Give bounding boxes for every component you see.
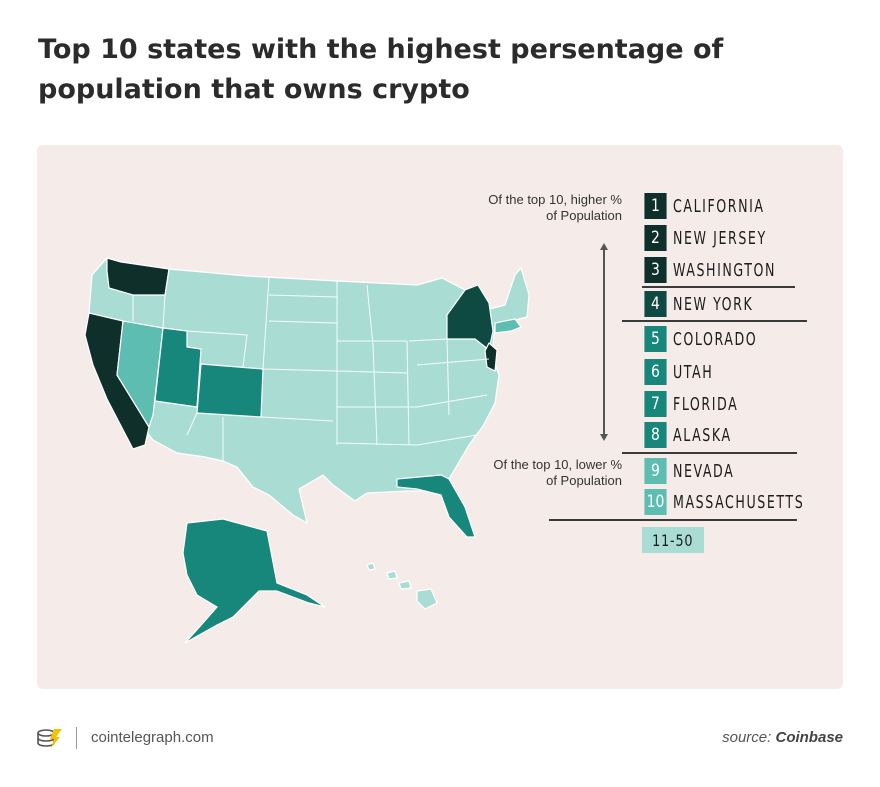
footer-divider xyxy=(76,727,77,749)
map-state-borders xyxy=(132,268,490,461)
legend-rank-badge: 3 xyxy=(644,257,667,283)
source-label: source: xyxy=(722,729,772,746)
legend-item: 4 NEW YORK xyxy=(642,291,776,317)
footer-site-link[interactable]: cointelegraph.com xyxy=(91,729,214,746)
legend-state-name: UTAH xyxy=(673,361,714,383)
map-state-colorado xyxy=(196,363,264,418)
legend-rank-badge: 6 xyxy=(644,359,667,385)
legend-note-higher: Of the top 10, higher % of Population xyxy=(488,192,622,223)
legend-item: 2 NEW JERSEY xyxy=(642,225,793,251)
legend-divider xyxy=(549,519,797,521)
legend-item: 7 FLORIDA xyxy=(642,391,757,417)
legend-state-name: CALIFORNIA xyxy=(673,195,765,217)
legend-rank-badge: 5 xyxy=(644,326,667,352)
double-arrow-icon xyxy=(600,243,608,441)
legend-item: 1 CALIFORNIA xyxy=(642,193,790,219)
map-state-washington xyxy=(106,257,170,296)
legend-state-name: NEW YORK xyxy=(673,293,754,315)
legend-item: 9 NEVADA xyxy=(642,458,752,484)
legend-item: 10 MASSACHUSETTS xyxy=(642,489,841,515)
map-state-new-york xyxy=(446,284,494,351)
map-state-florida xyxy=(396,474,476,538)
legend-state-name: COLORADO xyxy=(673,328,758,350)
legend-rank-badge: 9 xyxy=(644,458,667,484)
legend-divider xyxy=(622,452,797,454)
legend-state-name: NEW JERSEY xyxy=(673,227,767,249)
legend-rank-badge: 4 xyxy=(644,291,667,317)
legend-state-name: MASSACHUSETTS xyxy=(673,491,805,513)
page-title: Top 10 states with the highest persentag… xyxy=(38,34,724,105)
legend-divider xyxy=(642,286,795,288)
map-state-massachusetts xyxy=(494,318,522,334)
legend-note-lower: Of the top 10, lower % of Population xyxy=(493,457,622,488)
legend-item: 3 WASHINGTON xyxy=(642,257,805,283)
us-map xyxy=(84,257,530,644)
legend-divider xyxy=(622,320,807,322)
footer-source: source: Coinbase xyxy=(722,728,843,748)
legend-item: 5 COLORADO xyxy=(642,326,781,352)
legend-other-range: 11-50 xyxy=(642,527,704,553)
legend-rank-badge: 1 xyxy=(644,193,667,219)
map-state-hawaii xyxy=(366,562,438,610)
legend-state-name: ALASKA xyxy=(673,424,732,446)
cointelegraph-logo-icon xyxy=(37,729,62,748)
legend-state-name: WASHINGTON xyxy=(673,259,777,281)
source-name: Coinbase xyxy=(775,729,843,746)
map-state-new-jersey xyxy=(484,342,498,372)
legend-state-name: FLORIDA xyxy=(673,393,739,415)
map-card: Of the top 10, higher % of Population Of… xyxy=(37,145,843,689)
legend-rank-badge: 7 xyxy=(644,391,667,417)
legend-rank-badge: 10 xyxy=(644,489,667,515)
legend-item: 6 UTAH xyxy=(642,359,725,385)
legend-item: 8 ALASKA xyxy=(642,422,748,448)
map-state-alaska xyxy=(182,518,326,644)
map-state-nevada xyxy=(116,320,164,428)
legend-rank-badge: 2 xyxy=(644,225,667,251)
legend-state-name: NEVADA xyxy=(673,460,735,482)
legend-rank-badge: 8 xyxy=(644,422,667,448)
